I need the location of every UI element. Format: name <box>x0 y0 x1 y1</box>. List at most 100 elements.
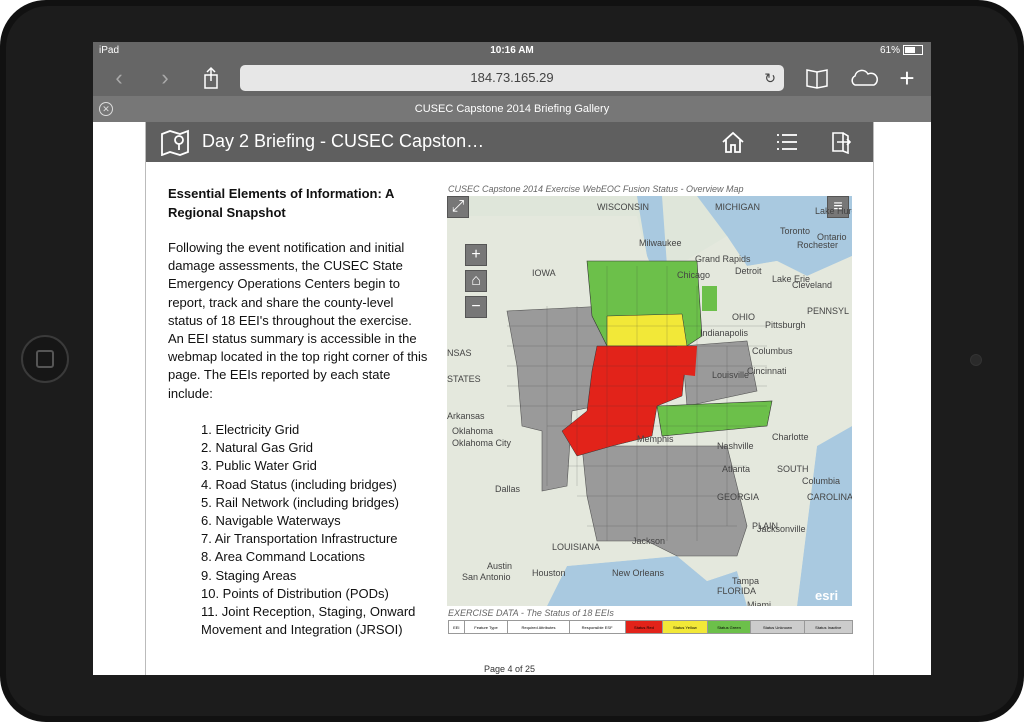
map-label: Indianapolis <box>700 328 749 338</box>
map-label: Toronto <box>780 226 811 236</box>
map-label: Columbus <box>752 346 793 356</box>
zoom-in-button[interactable]: + <box>465 244 487 266</box>
map-label: Miami <box>747 600 771 606</box>
map-label: Cleveland <box>792 280 833 290</box>
default-extent-icon[interactable]: ⌂ <box>465 270 487 292</box>
map-label: Cincinnati <box>747 366 787 376</box>
eei-list-item: 4. Road Status (including bridges) <box>201 476 397 492</box>
map-label: Tampa <box>732 576 760 586</box>
exit-icon[interactable] <box>828 130 854 154</box>
story-map-frame: Day 2 Briefing - CUSEC Capston… Essentia… <box>145 122 874 675</box>
map-label: Memphis <box>637 434 674 444</box>
map-book-icon <box>161 129 189 156</box>
green-status-indiana <box>702 286 717 311</box>
county-grid <box>507 266 767 541</box>
map-label: NSAS <box>447 348 472 358</box>
map-label: Austin <box>487 561 513 571</box>
red-status <box>561 345 688 457</box>
map-label: Jackson <box>632 536 666 546</box>
map-label: Dallas <box>495 484 521 494</box>
map-label: FLORIDA <box>717 586 757 596</box>
eei-list-item: 5. Rail Network (including bridges) <box>201 494 399 510</box>
map-canvas[interactable] <box>447 196 852 606</box>
share-icon[interactable] <box>197 66 225 90</box>
section-heading: Essential Elements of Information: A Reg… <box>168 184 408 222</box>
bookmarks-icon[interactable] <box>803 66 831 90</box>
status-bar: iPad 10:16 AM 61% <box>93 42 931 60</box>
table-header-cell: Status Green <box>706 620 752 634</box>
map-label: LOUISIANA <box>552 542 601 552</box>
address-bar[interactable]: 184.73.165.29 ↻ <box>240 65 784 91</box>
map-label: San Antonio <box>462 572 511 582</box>
eei-status-table: EEI Feature Type Required Attributes Respon… <box>448 620 854 634</box>
new-tab-icon[interactable]: + <box>899 63 915 93</box>
close-tab-icon[interactable]: ✕ <box>99 102 113 116</box>
map-label: Houston <box>532 568 566 578</box>
map-label: Grand Rapids <box>695 254 751 264</box>
table-header-cell: Feature Type <box>463 620 509 634</box>
map-label: Charlotte <box>772 432 809 442</box>
fullscreen-map-icon[interactable]: ⤢ <box>447 196 469 218</box>
home-icon[interactable] <box>720 130 746 154</box>
web-page: Day 2 Briefing - CUSEC Capston… Essentia… <box>93 122 931 675</box>
table-header-cell: Status Yellow <box>662 620 708 634</box>
device-name: iPad <box>99 45 120 56</box>
eei-list-item: 1. Electricity Grid <box>201 422 300 437</box>
map-menu-icon[interactable]: ≡ <box>827 196 849 218</box>
map-label: Lake Erie <box>772 274 811 284</box>
atlantic-water <box>797 426 852 606</box>
icloud-tabs-icon[interactable] <box>847 66 881 90</box>
page-number: Page 4 of 25 <box>483 664 536 674</box>
map-label: Arkansas <box>447 411 485 421</box>
table-header-cell: EEI <box>448 620 465 634</box>
section-heading-line-1: Essential Elements of Information: A <box>168 186 395 201</box>
map-label: Ontario <box>817 232 847 242</box>
tab-title[interactable]: CUSEC Capstone 2014 Briefing Gallery <box>414 103 610 115</box>
map-label: Lake Huron <box>815 206 852 216</box>
battery-icon <box>903 45 923 56</box>
map-label: Oklahoma <box>452 426 494 436</box>
map-label: PENNSYL <box>807 306 850 316</box>
esri-logo: esri <box>815 588 839 603</box>
eei-list-item: 9. Staging Areas <box>201 567 297 583</box>
reload-icon[interactable]: ↻ <box>764 70 776 86</box>
map-label: Nashville <box>717 441 754 451</box>
webmap[interactable]: ⤢ ≡ + ⌂ − WISCONSIN MICHIGAN Milwaukee Gran… <box>447 196 852 606</box>
screen: iPad 10:16 AM 61% ‹ › 184.73.165.29 ↻ + <box>93 42 931 675</box>
page-header: Day 2 Briefing - CUSEC Capston… <box>146 122 873 162</box>
map-label: MICHIGAN <box>715 202 760 212</box>
tab-bar: ✕ CUSEC Capstone 2014 Briefing Gallery <box>93 96 931 122</box>
battery-percent: 61% <box>879 45 900 56</box>
eei-list-item: 11. Joint Reception, Staging, Onward Mov… <box>201 604 416 638</box>
page-title: Day 2 Briefing - CUSEC Capston… <box>202 131 485 151</box>
eei-list-item: 7. Air Transportation Infrastructure <box>201 531 398 547</box>
table-header-cell: Status Inactive <box>803 620 854 634</box>
table-header-cell: Status Unknown <box>750 620 805 634</box>
map-label: Columbia <box>802 476 841 486</box>
eei-list-item: 6. Navigable Waterways <box>201 513 341 529</box>
map-label: Chicago <box>677 270 711 280</box>
map-label: SOUTH <box>777 464 809 474</box>
map-label: PLAIN <box>752 521 779 531</box>
eei-list: 1. Electricity Grid 2. Natural Gas Grid 3.… <box>201 421 441 639</box>
great-lakes-water <box>697 196 852 276</box>
map-label: Oklahoma City <box>452 438 512 448</box>
map-caption: CUSEC Capstone 2014 Exercise WebEOC Fusi… <box>448 184 744 194</box>
map-label: Pittsburgh <box>765 320 806 330</box>
table-header-row: EEI Feature Type Required Attributes Respon… <box>448 620 854 634</box>
back-icon[interactable]: ‹ <box>115 65 123 90</box>
gulf-water <box>547 556 747 606</box>
eei-list-item: 3. Public Water Grid <box>201 458 317 474</box>
map-label: Rochester <box>797 240 839 250</box>
exercise-caption: EXERCISE DATA - The Status of 18 EEIs <box>448 608 614 618</box>
home-button[interactable] <box>21 335 69 383</box>
camera <box>970 354 982 366</box>
list-icon[interactable] <box>774 130 800 154</box>
zoom-out-button[interactable]: − <box>465 296 487 318</box>
map-label: WISCONSIN <box>597 202 650 212</box>
map-label: STATES <box>447 374 481 384</box>
forward-icon[interactable]: › <box>161 65 169 90</box>
red-status-indiana <box>677 346 697 376</box>
map-label: New Orleans <box>612 568 665 578</box>
battery-indicator: 61% <box>880 45 923 56</box>
